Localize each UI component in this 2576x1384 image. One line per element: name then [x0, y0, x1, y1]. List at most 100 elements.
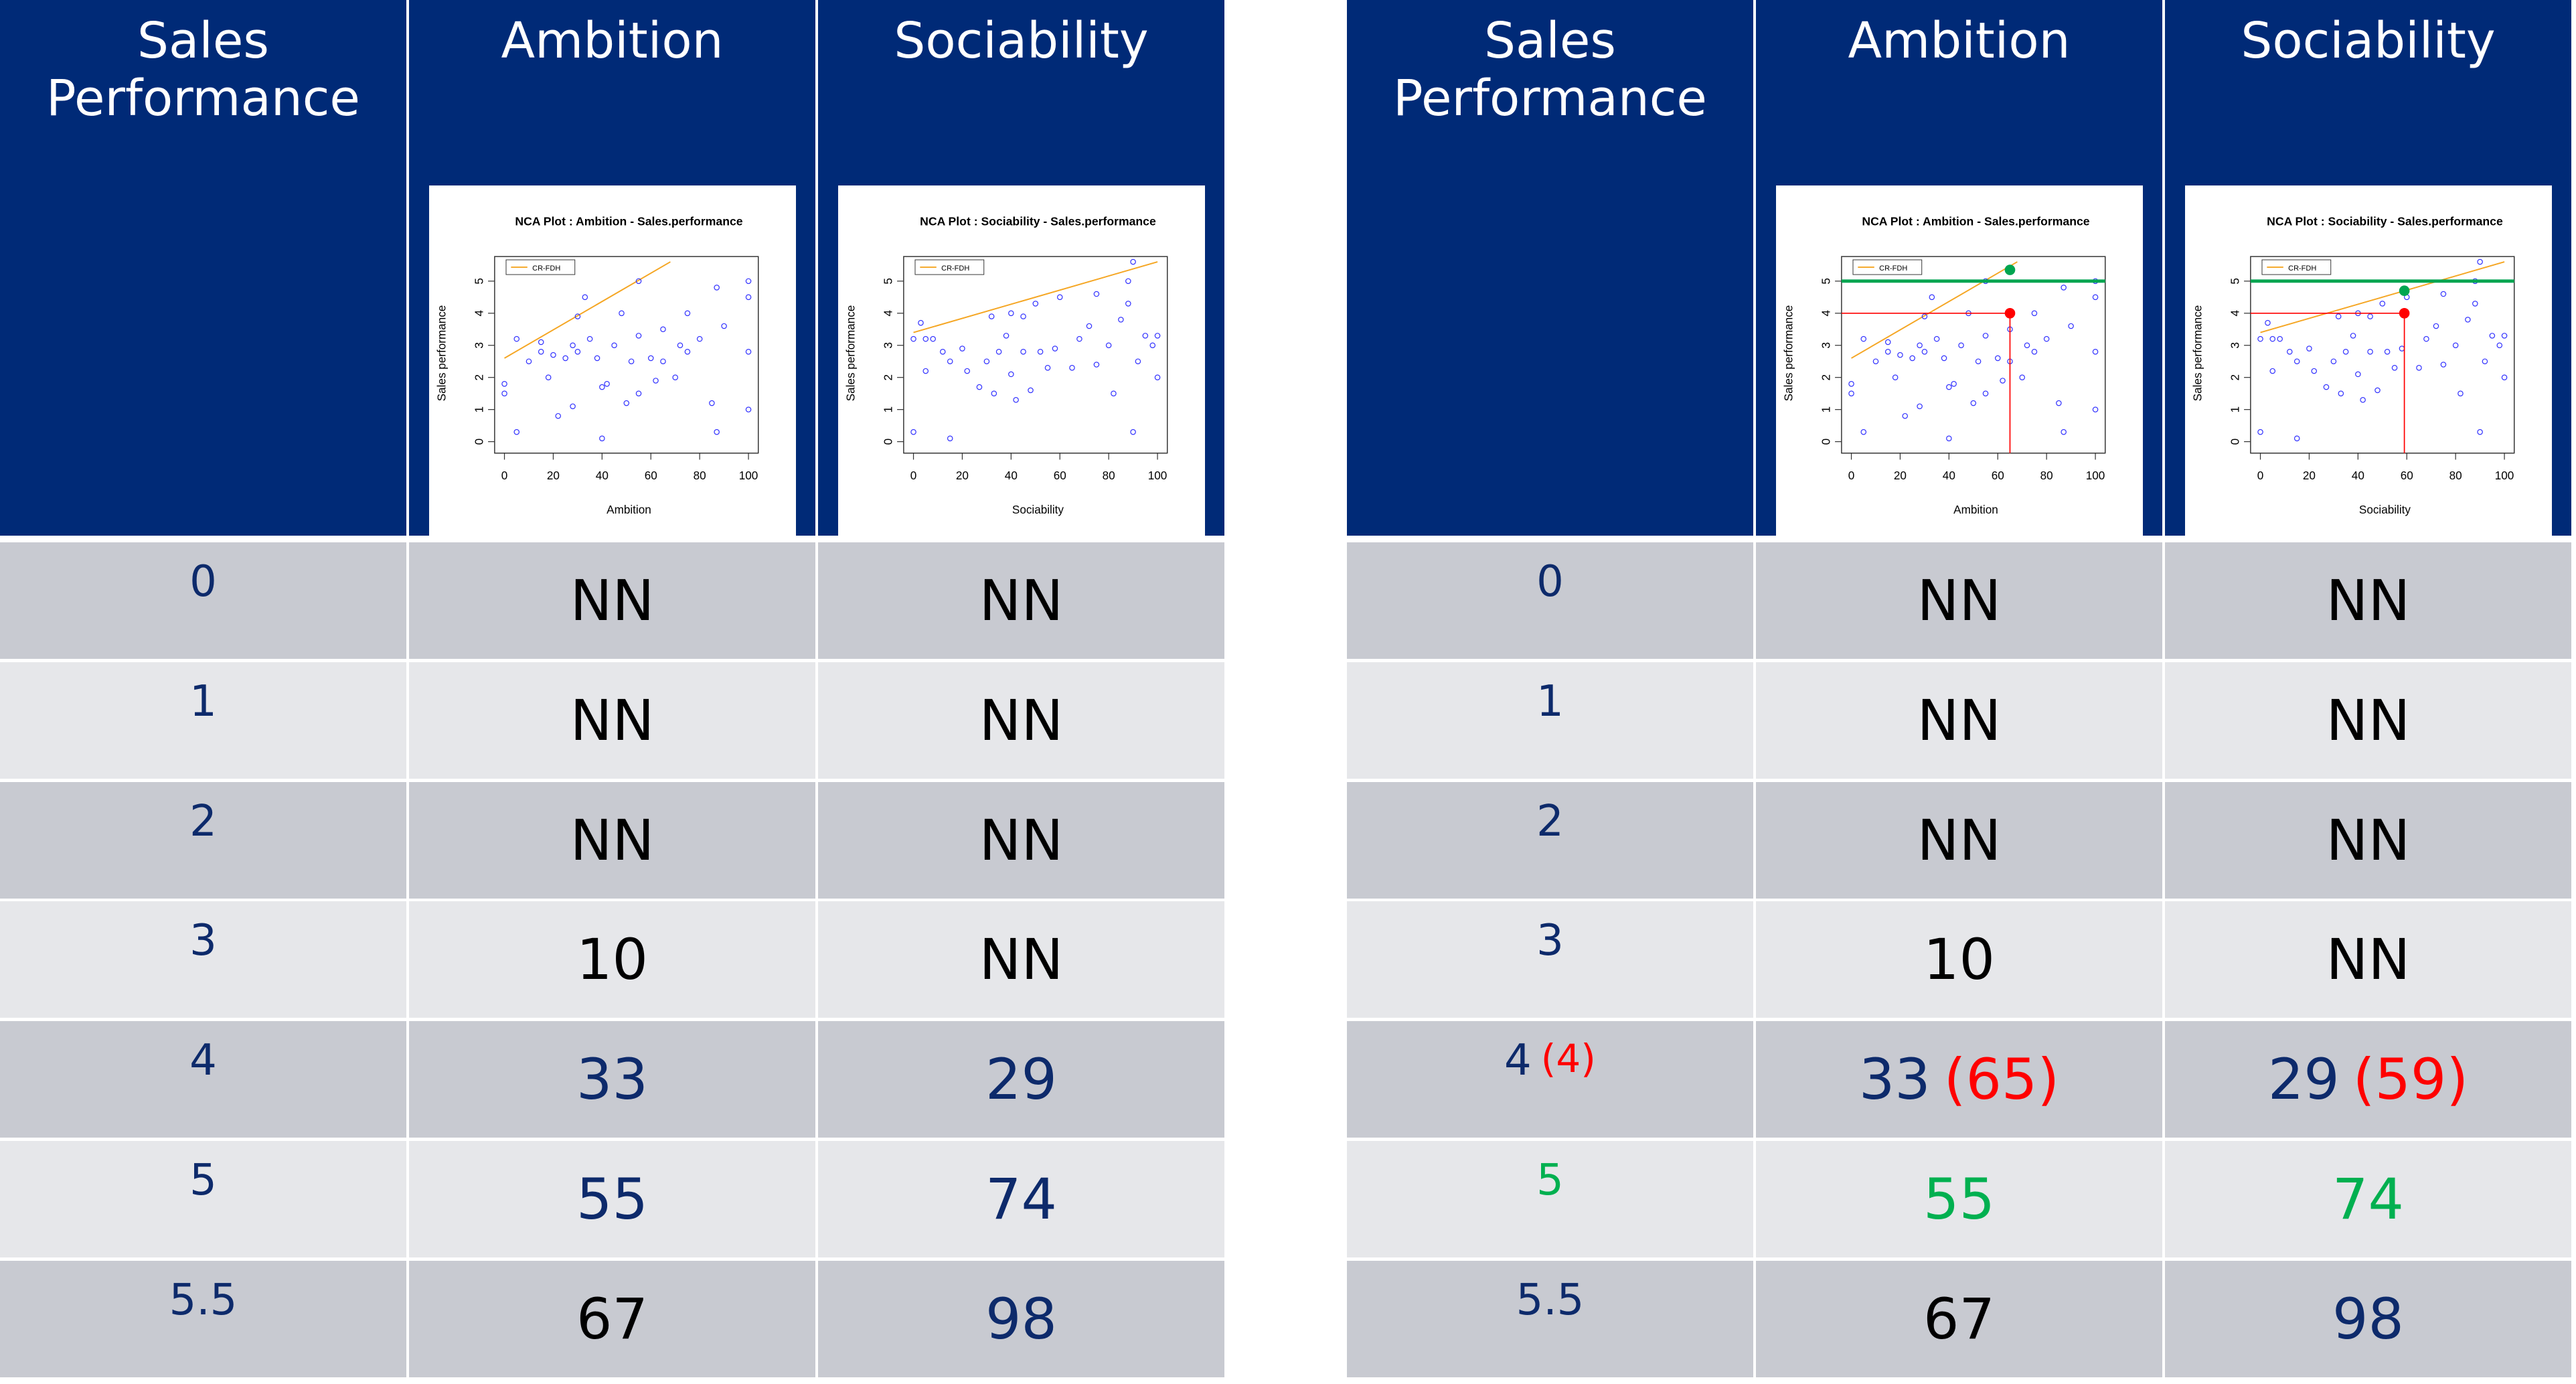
- y-tick-label: 1: [882, 406, 894, 413]
- point: [2043, 335, 2050, 342]
- point: [684, 349, 691, 355]
- table-cell: 4: [0, 1021, 406, 1138]
- point: [526, 358, 532, 365]
- point: [1052, 345, 1058, 352]
- y-tick-label: 2: [473, 374, 485, 381]
- table-cell: NN: [409, 781, 815, 899]
- table-cell: 98: [2165, 1260, 2571, 1377]
- table-cell: 55: [409, 1141, 815, 1257]
- table-cell: NN: [1756, 781, 2162, 899]
- point: [2367, 313, 2373, 319]
- x-axis-label: Ambition: [1953, 504, 1998, 516]
- y-tick-label: 4: [882, 310, 894, 317]
- point: [2068, 323, 2074, 329]
- header-text: Sociability: [894, 12, 1149, 70]
- x-tick-label: 60: [2401, 469, 2413, 482]
- cell-text: 98: [2332, 1286, 2404, 1352]
- point: [1020, 313, 1026, 319]
- point: [1975, 358, 1982, 365]
- y-axis-label: Sales performance: [2191, 305, 2204, 402]
- point: [714, 285, 720, 291]
- y-tick-label: 4: [2229, 310, 2241, 317]
- point: [1951, 381, 1957, 387]
- table-cell: NN: [1756, 662, 2162, 779]
- cell-text: 5.5: [1516, 1275, 1585, 1325]
- point: [599, 435, 605, 442]
- nca-plot: NCA Plot : Ambition - Sales.performance 0…: [429, 185, 796, 536]
- point: [2092, 349, 2099, 355]
- point: [1958, 342, 1964, 349]
- point: [2477, 429, 2483, 435]
- point: [1946, 384, 1952, 390]
- point: [2458, 390, 2464, 396]
- table-cell: 55: [1756, 1141, 2162, 1257]
- cell-text: NN: [979, 927, 1064, 993]
- point: [1093, 291, 1100, 297]
- table-cell: 3: [0, 901, 406, 1018]
- point: [1135, 358, 1141, 365]
- table-cell: NN: [2165, 542, 2571, 659]
- green-point: [2399, 285, 2410, 297]
- point: [2269, 335, 2276, 342]
- y-tick-label: 3: [473, 342, 485, 349]
- cell-text: 4: [1504, 1036, 1532, 1086]
- cell-text: 55: [1923, 1166, 1995, 1232]
- table-cell: 5: [1347, 1141, 1753, 1257]
- table-cell: 5.5: [1347, 1260, 1753, 1377]
- point: [2269, 368, 2276, 374]
- point: [574, 313, 581, 319]
- point: [1933, 335, 1940, 342]
- x-tick-label: 100: [1148, 469, 1168, 482]
- cell-text: 74: [2332, 1166, 2404, 1232]
- y-tick-label: 5: [473, 278, 485, 285]
- point: [1008, 371, 1014, 378]
- x-tick-label: 0: [2257, 469, 2264, 482]
- y-tick-label: 4: [473, 310, 485, 317]
- cell-text: NN: [570, 687, 655, 753]
- point: [2452, 342, 2459, 349]
- point: [550, 352, 556, 358]
- point: [1917, 403, 1923, 410]
- point: [1003, 333, 1010, 339]
- point: [2056, 400, 2062, 406]
- ceiling-line: [913, 261, 1158, 333]
- point: [910, 429, 916, 435]
- point: [555, 412, 562, 419]
- header-cell: Sociability NCA Plot : Sociability - Sale…: [818, 0, 1224, 536]
- red-point: [2004, 307, 2016, 319]
- point: [1921, 313, 1928, 319]
- point: [2501, 333, 2508, 339]
- x-tick-label: 40: [2352, 469, 2364, 482]
- point: [570, 342, 576, 349]
- point: [2350, 333, 2356, 339]
- point: [574, 349, 581, 355]
- cell-text: 33: [576, 1047, 648, 1113]
- point: [910, 335, 916, 342]
- point: [1892, 374, 1899, 380]
- point: [991, 390, 997, 396]
- point: [918, 319, 924, 326]
- point: [745, 278, 752, 285]
- x-tick-label: 0: [1848, 469, 1855, 482]
- y-tick-label: 3: [882, 342, 894, 349]
- point: [1884, 339, 1891, 345]
- point: [611, 342, 617, 349]
- x-tick-label: 60: [1054, 469, 1066, 482]
- point: [1056, 294, 1063, 301]
- point: [2379, 301, 2386, 307]
- point: [922, 368, 929, 374]
- table-cell: 4 (4): [1347, 1021, 1753, 1138]
- table-cell: 33 (65): [1756, 1021, 2162, 1138]
- point: [2496, 342, 2503, 349]
- legend-label: CR-FDH: [1879, 264, 1907, 273]
- point: [1154, 374, 1161, 380]
- table-cell: 5.5: [0, 1260, 406, 1377]
- plot-frame: [2250, 256, 2515, 454]
- plot-title: NCA Plot : Sociability - Sales.performan…: [920, 215, 1156, 228]
- point: [2433, 323, 2439, 329]
- point: [2501, 374, 2508, 380]
- point: [2440, 362, 2447, 368]
- legend-label: CR-FDH: [941, 264, 969, 273]
- point: [2031, 349, 2038, 355]
- x-tick-label: 80: [694, 469, 706, 482]
